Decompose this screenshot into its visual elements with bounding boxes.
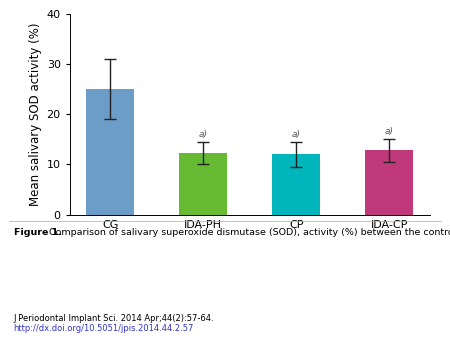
Y-axis label: Mean salivary SOD activity (%): Mean salivary SOD activity (%)	[29, 22, 42, 206]
Text: Comparison of salivary superoxide dismutase (SOD), activity (%) between the cont: Comparison of salivary superoxide dismut…	[46, 228, 450, 237]
Bar	[272, 154, 320, 215]
Text: a): a)	[385, 127, 394, 136]
Bar	[86, 89, 135, 215]
Text: a): a)	[292, 130, 301, 139]
Text: Figure 1.: Figure 1.	[14, 228, 62, 237]
Text: http://dx.doi.org/10.5051/jpis.2014.44.2.57: http://dx.doi.org/10.5051/jpis.2014.44.2…	[14, 324, 194, 334]
Bar	[365, 150, 414, 215]
Bar	[179, 153, 227, 215]
Text: a): a)	[199, 130, 208, 139]
Text: J Periodontal Implant Sci. 2014 Apr;44(2):57-64.: J Periodontal Implant Sci. 2014 Apr;44(2…	[14, 314, 214, 323]
